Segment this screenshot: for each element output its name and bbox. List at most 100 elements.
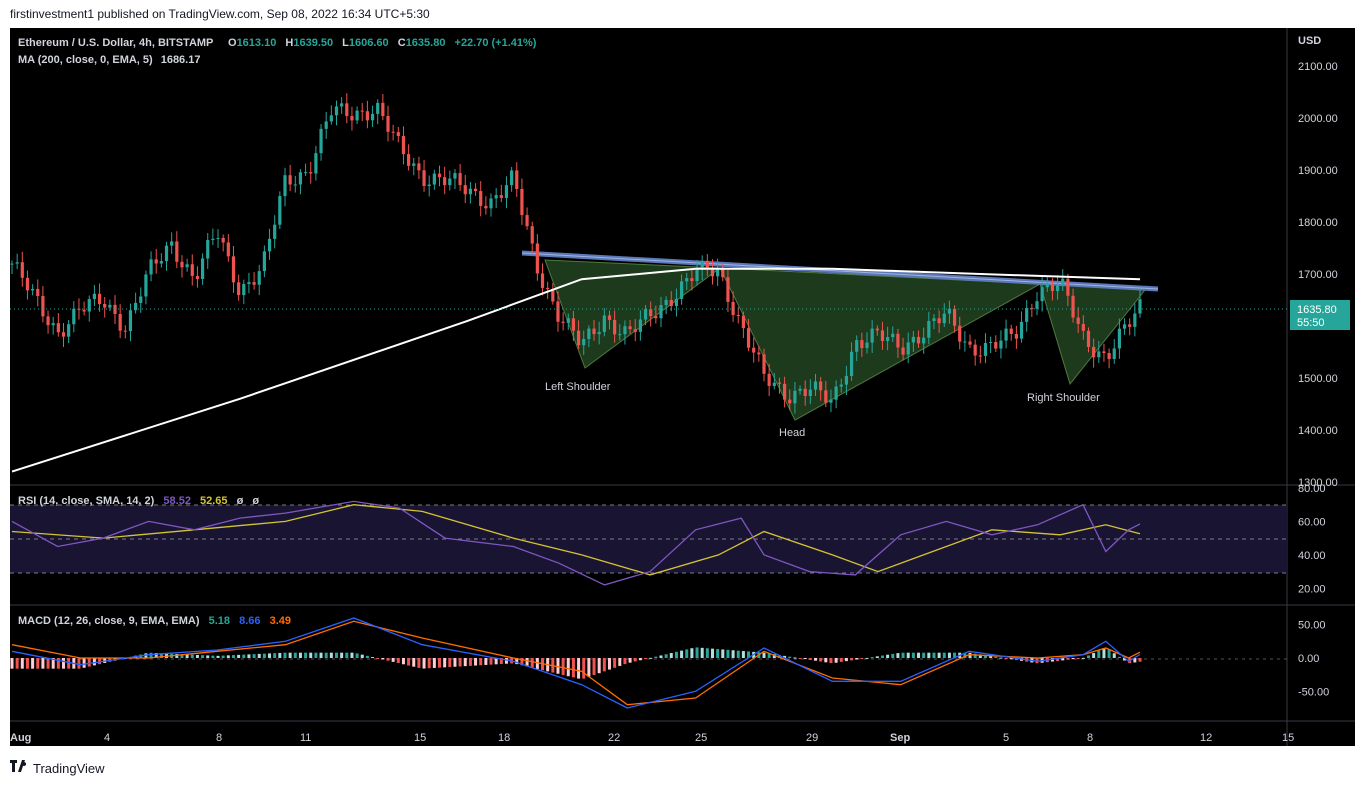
macd-hist-bar (917, 652, 921, 658)
macd-hist-bar (268, 653, 272, 658)
rsi-tick-label: 20.00 (1298, 583, 1326, 595)
macd-legend[interactable]: MACD (12, 26, close, 9, EMA, EMA) 5.18 8… (18, 615, 291, 627)
ma-legend-value: 1686.17 (161, 54, 201, 66)
candle-body (417, 163, 421, 171)
rsi-ma-line[interactable] (11, 504, 1141, 576)
macd-hist-bar (566, 658, 570, 677)
candle-body (746, 328, 751, 348)
candle-body (484, 205, 488, 209)
last-price-value: 1635.80 (1297, 304, 1337, 316)
candle-body (422, 170, 426, 187)
candle-body (922, 337, 926, 344)
macd-hist-bar (767, 653, 771, 658)
candle-body (303, 172, 308, 174)
macd-hist-bar (504, 658, 508, 664)
left-shoulder-shape[interactable] (544, 259, 722, 369)
macd-hist-bar (499, 658, 503, 665)
macd-hist-bar (273, 653, 277, 658)
candle-body (752, 347, 756, 353)
macd-hist-bar (20, 658, 24, 669)
macd-hist-bar (530, 658, 534, 668)
macd-hist-bar (844, 658, 848, 662)
publish-text: firstinvestment1 published on TradingVie… (10, 7, 430, 21)
currency-label[interactable]: USD (1298, 35, 1321, 47)
ohlc-change: +22.70 (+1.41%) (455, 37, 537, 49)
candle-body (360, 110, 364, 112)
macd-hist-bar (448, 658, 452, 668)
candle-body (540, 273, 545, 288)
macd-hist-bar (226, 655, 230, 658)
footer-brand: TradingView (33, 761, 105, 776)
macd-signal-line[interactable] (11, 620, 1141, 706)
macd-hist-bar (618, 658, 622, 666)
macd-hist-bar (875, 656, 879, 658)
macd-hist-bar (386, 658, 390, 661)
macd-hist-bar (252, 654, 256, 658)
head-shape[interactable] (719, 267, 1042, 421)
macd-hist-bar (92, 658, 96, 666)
candle-body (396, 132, 400, 137)
candle-body (767, 373, 771, 386)
macd-hist-bar (247, 654, 251, 658)
candle-body (576, 330, 581, 346)
macd-line[interactable] (11, 617, 1141, 709)
price-axis-ticks: 2100.002000.001900.001800.001700.001600.… (1298, 61, 1338, 489)
ohlc-low: 1606.60 (349, 37, 389, 49)
rsi-ma-value: 52.65 (200, 495, 228, 507)
time-tick-label: 4 (104, 732, 110, 744)
candle-body (607, 315, 612, 320)
ma-200-line[interactable] (11, 267, 1141, 473)
rsi-line[interactable] (11, 500, 1141, 586)
macd-hist-bar (36, 658, 40, 669)
annotation-right-shoulder[interactable]: Right Shoulder (1027, 392, 1100, 404)
annotation-left-shoulder[interactable]: Left Shoulder (545, 381, 611, 393)
chart-svg[interactable]: Ethereum / U.S. Dollar, 4h, BITSTAMP O16… (10, 28, 1355, 746)
candle-body (319, 128, 323, 154)
last-price-tag[interactable] (1290, 300, 1350, 330)
candle-body (103, 304, 107, 308)
ma-legend[interactable]: MA (200, close, 0, EMA, 5) 1686.17 (18, 54, 200, 66)
candle-body (458, 173, 462, 186)
rsi-legend[interactable]: RSI (14, close, SMA, 14, 2) 58.52 52.65 … (18, 495, 259, 507)
candle-body (855, 340, 859, 352)
candles (10, 93, 1142, 414)
time-axis[interactable]: Aug 4 8 11 15 18 22 25 29 Sep 5 8 12 15 (10, 732, 1294, 744)
candle-body (1076, 317, 1080, 324)
macd-hist-bar (371, 657, 375, 659)
macd-hist-bar (602, 658, 606, 672)
candle-body (123, 330, 127, 332)
rsi-tick-label: 60.00 (1298, 516, 1326, 528)
macd-hist-bar (468, 658, 472, 666)
macd-hist-bar (906, 652, 910, 658)
macd-hist-bar (850, 658, 854, 661)
macd-axis-ticks: 50.00 0.00 -50.00 (1298, 620, 1329, 699)
annotation-head[interactable]: Head (779, 427, 805, 439)
macd-hist-bar (180, 654, 184, 658)
time-tick-label: Aug (10, 732, 31, 744)
candle-body (633, 329, 637, 332)
candle-body (1030, 307, 1034, 309)
candle-body (721, 267, 725, 278)
candle-body (731, 301, 735, 316)
macd-hist-bar (1061, 658, 1065, 661)
candle-body (25, 277, 30, 291)
macd-hist-bar (56, 658, 60, 669)
macd-hist-bar (1081, 657, 1085, 659)
macd-hist-bar (1112, 653, 1116, 658)
candle-body (340, 103, 344, 107)
macd-hist-bar (777, 655, 781, 658)
candle-body (226, 242, 230, 257)
candle-body (1040, 287, 1044, 302)
candle-body (556, 301, 560, 322)
candle-body (252, 282, 256, 285)
macd-hist-bar (242, 654, 246, 658)
candle-body (190, 264, 194, 276)
macd-hist-bar (443, 658, 447, 668)
candle-body (1092, 346, 1096, 358)
tradingview-logo-icon (10, 760, 27, 772)
symbol-title[interactable]: Ethereum / U.S. Dollar, 4h, BITSTAMP (18, 37, 213, 49)
macd-hist-bar (396, 658, 400, 664)
chart-area[interactable]: Ethereum / U.S. Dollar, 4h, BITSTAMP O16… (10, 28, 1355, 746)
macd-hist-value: 5.18 (209, 615, 230, 627)
macd-hist-bar (880, 655, 884, 658)
